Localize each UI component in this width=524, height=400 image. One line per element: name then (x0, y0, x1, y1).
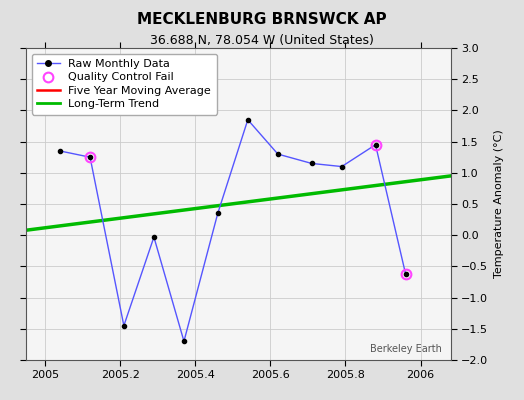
Y-axis label: Temperature Anomaly (°C): Temperature Anomaly (°C) (494, 130, 504, 278)
Text: MECKLENBURG BRNSWCK AP: MECKLENBURG BRNSWCK AP (137, 12, 387, 27)
Text: Berkeley Earth: Berkeley Earth (370, 344, 442, 354)
Legend: Raw Monthly Data, Quality Control Fail, Five Year Moving Average, Long-Term Tren: Raw Monthly Data, Quality Control Fail, … (32, 54, 217, 115)
Text: 36.688 N, 78.054 W (United States): 36.688 N, 78.054 W (United States) (150, 34, 374, 47)
